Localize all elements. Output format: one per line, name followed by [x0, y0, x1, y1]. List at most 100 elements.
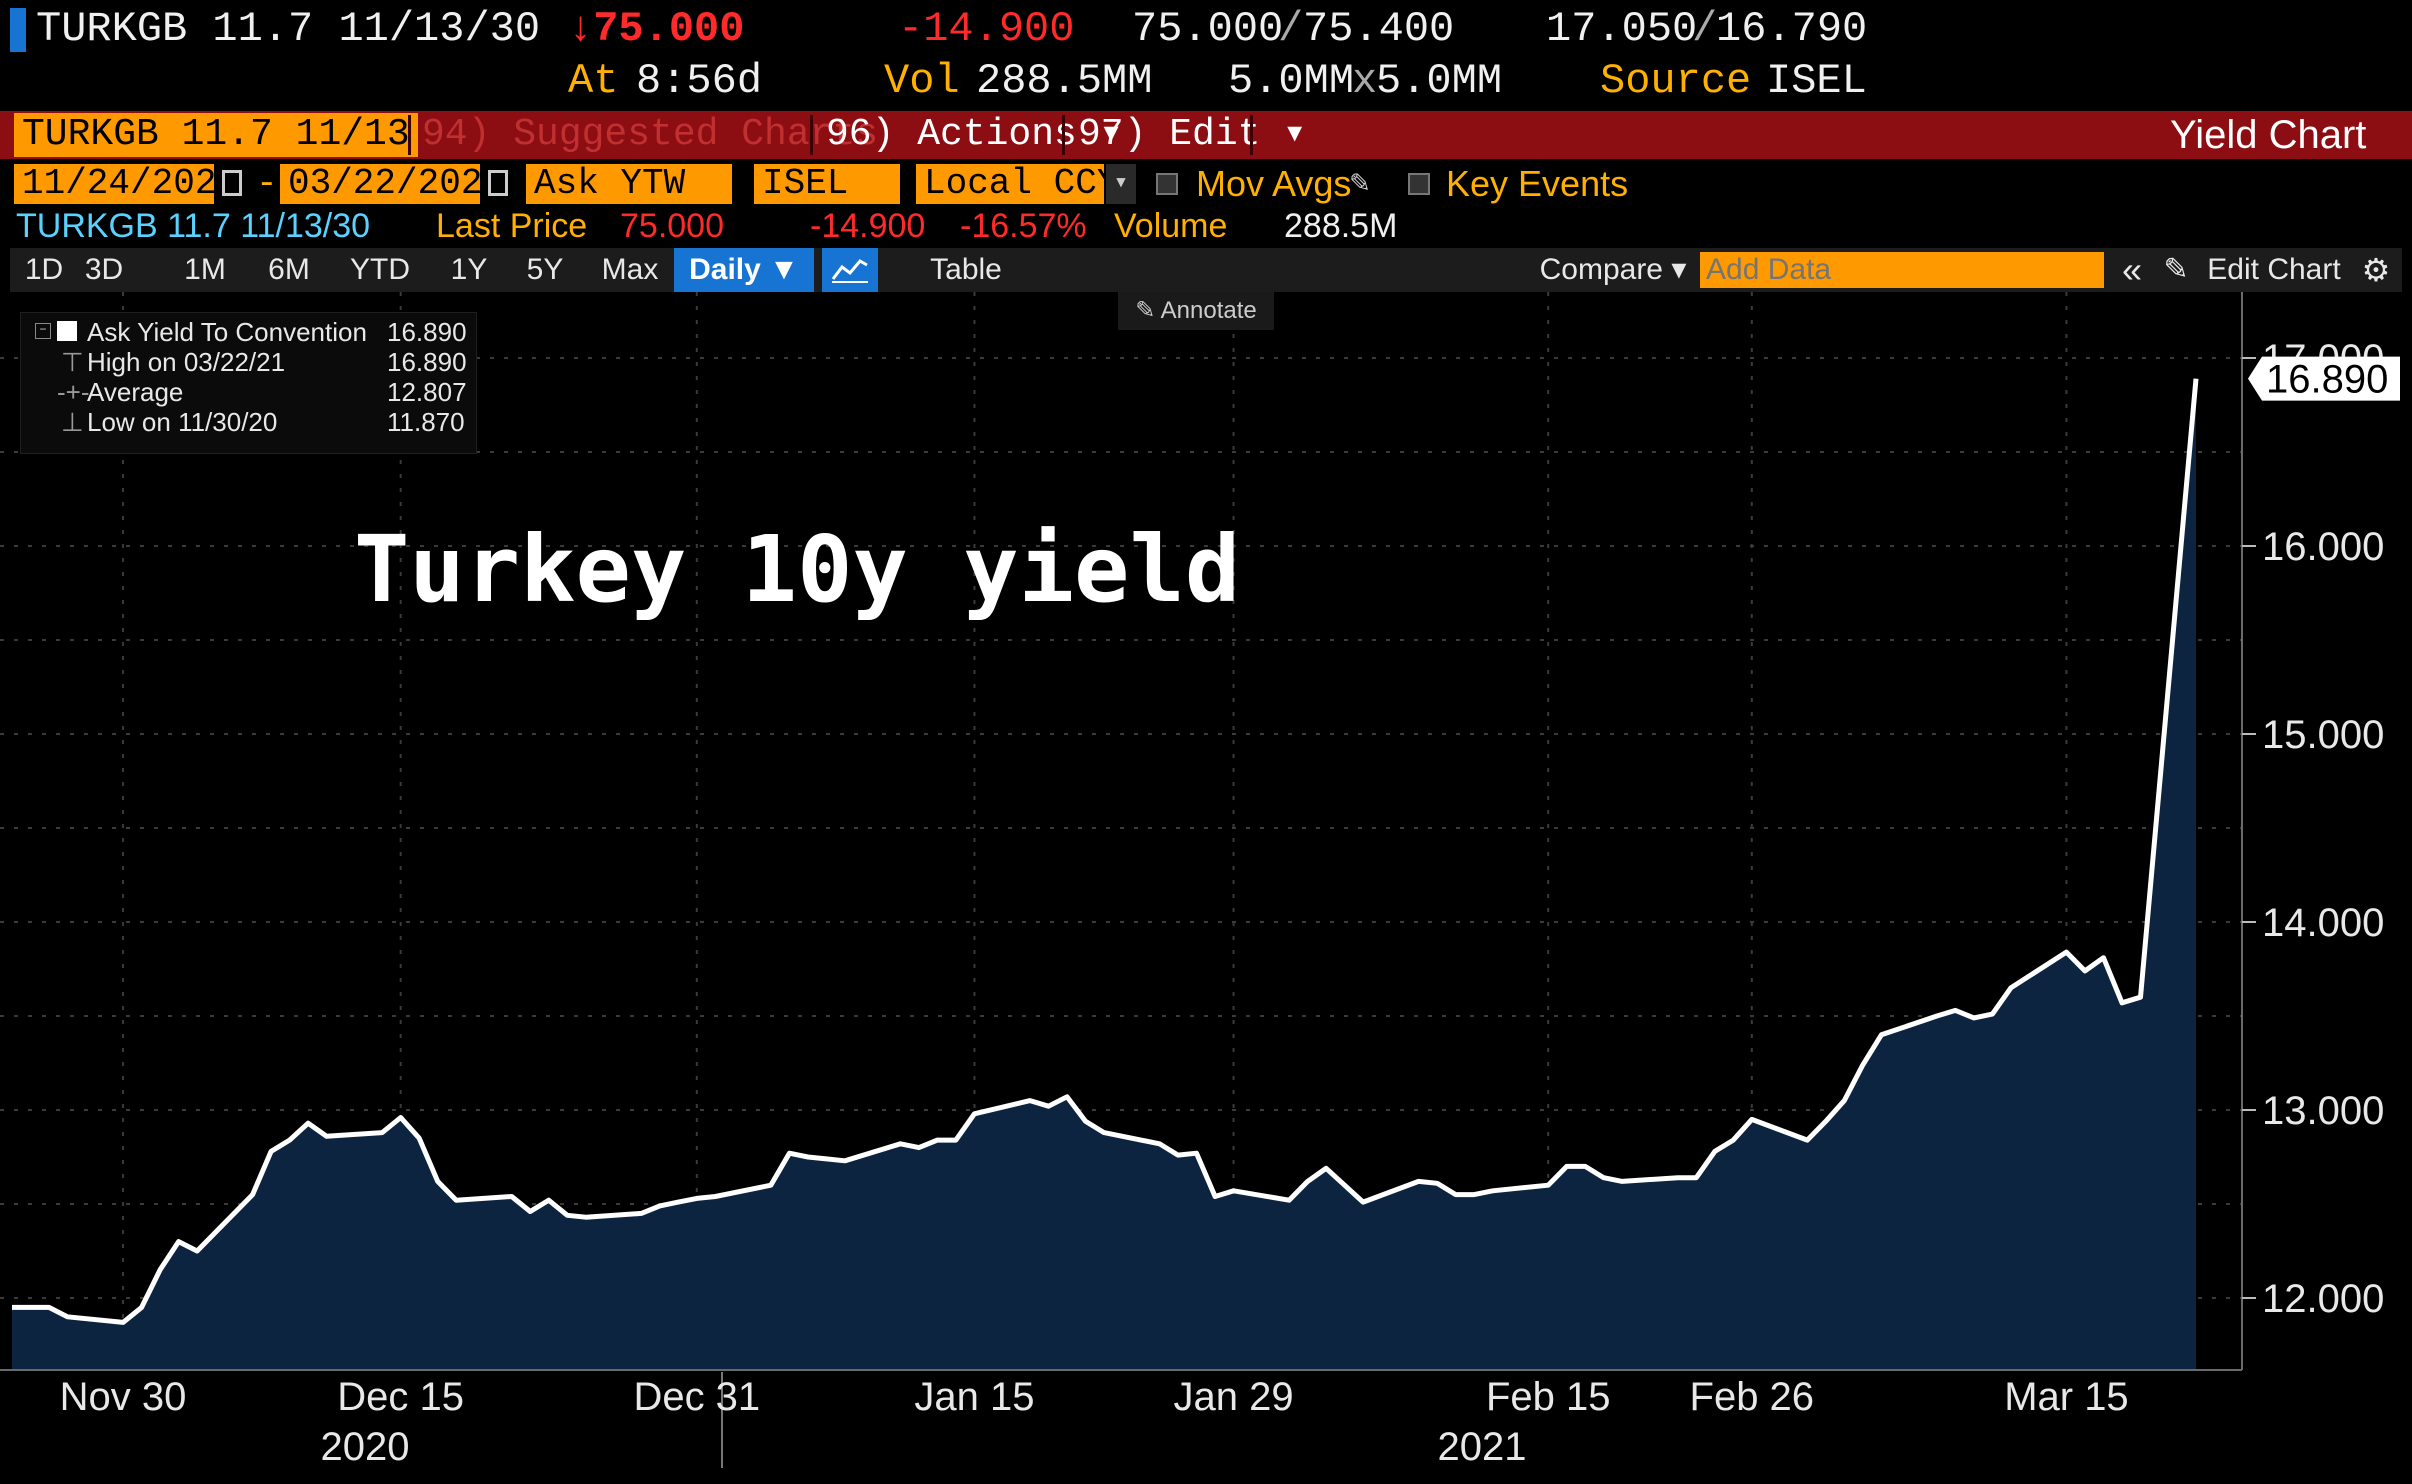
range-button-max[interactable]: Max: [601, 253, 659, 286]
x-tick-label: Mar 15: [2004, 1375, 2129, 1419]
menu-separator: [408, 115, 411, 155]
last-value-label: 16.890: [2266, 358, 2388, 402]
quote-header: TURKGB 11.7 11/13/30 ↓75.000 -14.900 75.…: [0, 0, 2412, 110]
source-value: ISEL: [762, 163, 849, 204]
x-tick-label: Nov 30: [60, 1375, 187, 1419]
date-from-field[interactable]: 11/24/2020: [14, 164, 238, 204]
x-tick-label: Feb 26: [1690, 1375, 1815, 1419]
legend-value-low: 11.870: [387, 407, 465, 437]
legend-value-series: 16.890: [387, 317, 467, 347]
range-button-5y[interactable]: 5Y: [526, 253, 564, 286]
line-chart-toggle[interactable]: [822, 248, 878, 292]
pencil-icon[interactable]: ✎: [1350, 165, 1370, 202]
x-tick-label: Feb 15: [1486, 1375, 1611, 1419]
range-button-3d[interactable]: 3D: [84, 253, 124, 286]
size-x: x: [1352, 57, 1378, 105]
table-view-button[interactable]: Table: [930, 253, 1002, 286]
series-color-swatch: [57, 321, 77, 341]
quote-ticker: TURKGB 11.7 11/13/30: [36, 5, 541, 53]
average-marker-icon: -+-: [57, 377, 90, 407]
chart-legend: − Ask Yield To Convention 16.890 ⊤ High …: [20, 312, 477, 454]
compare-dropdown[interactable]: Compare ▾: [1539, 253, 1687, 286]
chart-title-annotation: Turkey 10y yield: [354, 516, 1241, 623]
legend-label-high: High on 03/22/21: [87, 347, 286, 377]
calendar-icon[interactable]: [488, 170, 508, 196]
settings-gear-icon[interactable]: ⚙: [2361, 252, 2391, 288]
menu-bar: TURKGB 11.7 11/13 94) Suggested Charts 9…: [0, 111, 2412, 159]
last-pct-change: -16.57%: [960, 207, 1087, 245]
volume-label: Vol: [884, 57, 960, 105]
add-data-input[interactable]: [1700, 252, 2104, 288]
volume-value: 288.5M: [1284, 207, 1398, 245]
edit-chart-pencil-icon[interactable]: ✎: [2163, 253, 2189, 286]
key-events-label: Key Events: [1446, 163, 1629, 204]
legend-label-series: Ask Yield To Convention: [87, 317, 367, 347]
security-field[interactable]: TURKGB 11.7 11/13: [14, 113, 418, 157]
date-from-value: 11/24/2020: [22, 163, 239, 204]
x-tick-label: Jan 29: [1174, 1375, 1294, 1419]
range-button-1d[interactable]: 1D: [24, 253, 64, 286]
edit-menu[interactable]: 97) Edit ▾: [1078, 113, 1307, 156]
menu-separator: [1062, 115, 1065, 155]
source-field[interactable]: ISEL: [754, 164, 900, 204]
x-tick-label: Jan 15: [914, 1375, 1034, 1419]
annotate-pencil-icon: ✎: [1135, 297, 1161, 324]
time-label: At: [568, 57, 619, 105]
range-button-6m[interactable]: 6M: [268, 253, 310, 286]
quote-time: 8:56d: [636, 57, 763, 105]
x-year-label: 2021: [1438, 1425, 1527, 1469]
annotate-button[interactable]: ✎ Annotate: [1118, 292, 1274, 330]
size-ask: 5.0MM: [1376, 57, 1503, 105]
date-separator: -: [256, 163, 278, 204]
size-bid: 5.0MM: [1228, 57, 1355, 105]
x-year-label: 2020: [321, 1425, 410, 1469]
chart-toolbar: 1D 3D 1M 6M YTD 1Y 5Y Max Daily ▼ Table …: [10, 248, 2402, 292]
legend-collapse-icon[interactable]: −: [35, 323, 51, 339]
range-button-1y[interactable]: 1Y: [450, 253, 488, 286]
date-to-value: 03/22/2021: [288, 163, 505, 204]
menu-separator: [810, 115, 813, 155]
legend-label-low: Low on 11/30/20: [87, 407, 278, 437]
quote-separator: /: [1278, 5, 1304, 53]
last-price-label: Last Price: [436, 207, 588, 245]
range-button-1m[interactable]: 1M: [184, 253, 226, 286]
last-price-row: TURKGB 11.7 11/13/30 Last Price 75.000 -…: [0, 206, 2412, 246]
y-tick-label: 15.000: [2262, 713, 2384, 757]
date-to-field[interactable]: 03/22/2021: [280, 164, 504, 204]
calendar-icon[interactable]: [222, 170, 242, 196]
mov-avgs-label: Mov Avgs: [1196, 163, 1352, 204]
source-label: Source: [1600, 57, 1752, 105]
key-events-checkbox[interactable]: [1408, 173, 1430, 195]
y-tick-label: 13.000: [2262, 1089, 2384, 1133]
quote-bid: 75.000: [1132, 5, 1284, 53]
quote-change: -14.900: [898, 5, 1075, 53]
quote-yield-separator: /: [1692, 5, 1718, 53]
frequency-dropdown[interactable]: Daily ▼: [674, 248, 814, 292]
field-dropdown[interactable]: Ask YTW: [526, 164, 732, 204]
actions-menu[interactable]: 96) Actions ▾: [826, 113, 1123, 156]
edit-chart-button[interactable]: Edit Chart: [2207, 253, 2341, 286]
x-tick-label: Dec 31: [633, 1375, 760, 1419]
legend-label-average: Average: [87, 377, 184, 407]
y-tick-label: 16.000: [2262, 525, 2384, 569]
quote-price: ↓75.000: [568, 5, 745, 53]
y-tick-label: 12.000: [2262, 1277, 2384, 1321]
line-chart-icon: [831, 259, 868, 283]
last-price-value: 75.000: [620, 207, 724, 245]
quote-yield-ask: 16.790: [1716, 5, 1868, 53]
controls-row: 11/24/2020 - 03/22/2021 Ask YTW ISEL Loc…: [0, 164, 2412, 208]
mov-avgs-checkbox[interactable]: [1156, 173, 1178, 195]
range-button-ytd[interactable]: YTD: [350, 253, 410, 286]
field-value: Ask YTW: [534, 163, 686, 204]
currency-dropdown-arrow[interactable]: ▾: [1106, 164, 1136, 204]
ticker-marker: [10, 8, 26, 52]
legend-value-high: 16.890: [387, 347, 467, 377]
collapse-button[interactable]: «: [2121, 249, 2143, 290]
security-label: TURKGB 11.7 11/13: [22, 113, 410, 156]
suggested-charts-menu[interactable]: 94) Suggested Charts: [422, 113, 879, 156]
quote-yield-bid: 17.050: [1546, 5, 1698, 53]
menu-separator: [1250, 115, 1253, 155]
currency-dropdown[interactable]: Local CCY: [916, 164, 1118, 204]
screen-title: Yield Chart: [2170, 113, 2367, 157]
